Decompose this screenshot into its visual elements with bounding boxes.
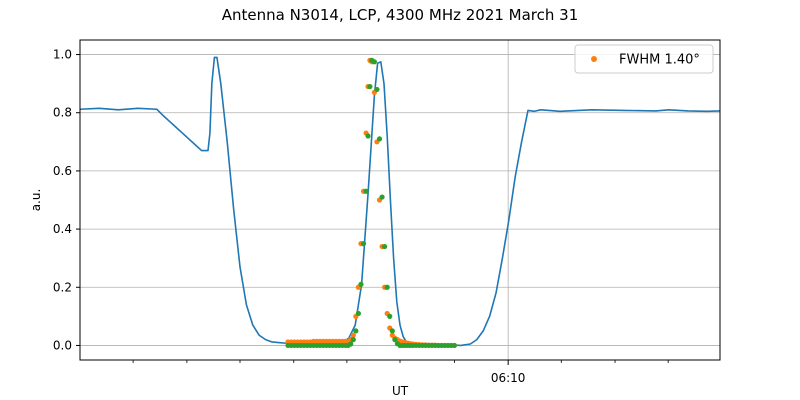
grid-lines — [80, 40, 720, 360]
y-tick-label: 0.2 — [53, 280, 72, 294]
y-tick-label: 1.0 — [53, 48, 72, 62]
fit-point — [379, 194, 385, 200]
legend: FWHM 1.40° — [574, 44, 714, 74]
fit-point — [387, 313, 393, 319]
series-line — [79, 56, 721, 347]
fit-point — [389, 328, 395, 334]
fit-point — [374, 86, 380, 93]
fit-point — [353, 328, 359, 334]
fit-point — [365, 133, 371, 139]
legend-marker — [591, 56, 597, 62]
plot-frame — [79, 39, 721, 361]
fit-point — [371, 59, 377, 65]
y-tick-label: 0.0 — [53, 338, 72, 352]
fit-point — [358, 281, 364, 287]
legend-entry-fwhm: FWHM 1.40° — [619, 53, 700, 68]
axes: 0.0 0.2 0.4 0.6 0.8 1.0 06:10 — [53, 48, 669, 385]
y-tick-label: 0.6 — [53, 164, 72, 178]
fit-point — [355, 310, 361, 317]
fit-point — [348, 341, 354, 347]
x-tick-label: 06:10 — [491, 371, 526, 385]
plot-series — [79, 56, 721, 349]
legend-box — [574, 44, 714, 74]
fit-point — [360, 241, 367, 247]
y-tick-label: 0.8 — [53, 106, 72, 120]
fit-point — [363, 188, 369, 194]
fit-point — [367, 83, 373, 90]
fit-point — [376, 136, 383, 142]
fit-point — [392, 337, 398, 343]
fit-point — [451, 342, 457, 349]
y-tick-label: 0.4 — [53, 222, 72, 236]
fit-point — [382, 243, 388, 250]
fwhm-point — [350, 332, 356, 338]
chart-title: Antenna N3014, LCP, 4300 MHz 2021 March … — [222, 6, 579, 24]
x-axis-label: UT — [392, 384, 409, 398]
fit-point — [384, 284, 390, 290]
fit-point — [350, 337, 356, 343]
y-axis-label: a.u. — [29, 189, 43, 212]
